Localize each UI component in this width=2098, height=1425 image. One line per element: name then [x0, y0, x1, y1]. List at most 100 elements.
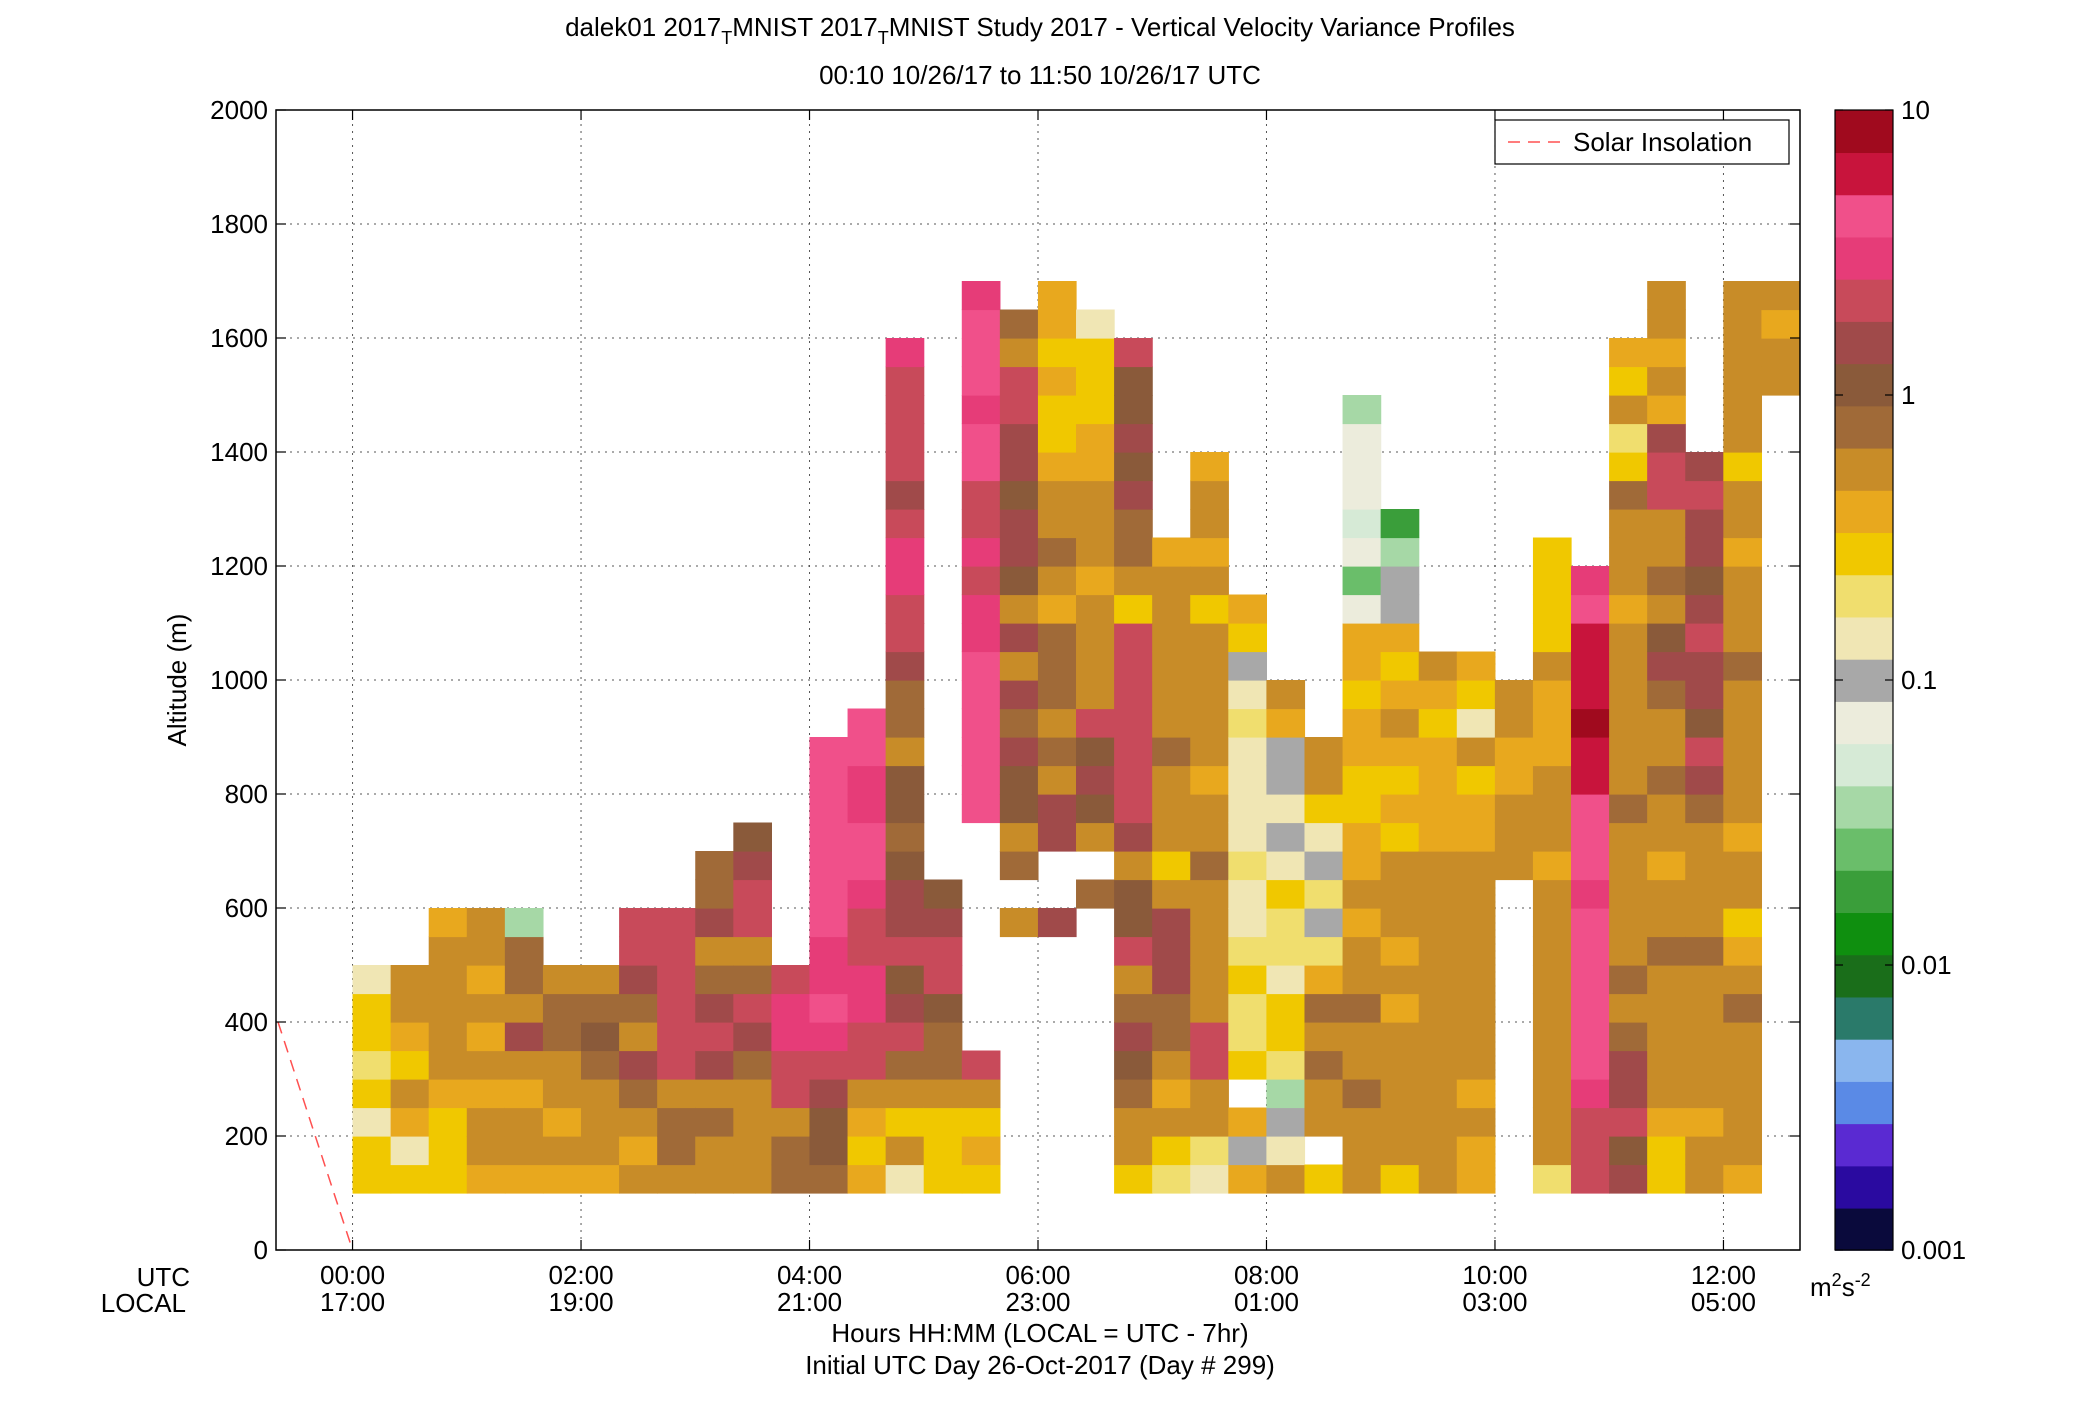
- heatmap-cell: [923, 1136, 963, 1166]
- heatmap-cell: [695, 936, 734, 966]
- heatmap-cell: [1456, 1136, 1496, 1166]
- heatmap-cell: [1076, 651, 1115, 681]
- heatmap-cell: [1076, 765, 1115, 795]
- heatmap-cell: [961, 366, 1001, 396]
- heatmap-cell: [1190, 480, 1229, 510]
- heatmap-cell: [1114, 594, 1153, 624]
- heatmap-cell: [1647, 1164, 1686, 1194]
- heatmap-cell: [695, 1050, 734, 1080]
- heatmap-cell: [1609, 765, 1648, 795]
- heatmap-cell: [428, 1164, 468, 1194]
- heatmap-cell: [1571, 1107, 1610, 1137]
- heatmap-cell: [1266, 708, 1306, 738]
- title-segment-3: MNIST Study 2017 - Vertical Velocity Var…: [889, 12, 1515, 42]
- heatmap-cell: [1647, 708, 1686, 738]
- heatmap-cell: [1304, 1107, 1344, 1137]
- heatmap-cell: [1685, 1136, 1724, 1166]
- heatmap-cell: [1685, 1164, 1724, 1194]
- heatmap-cell: [1532, 623, 1572, 653]
- heatmap-cell: [1609, 366, 1648, 396]
- heatmap-cell: [923, 936, 963, 966]
- heatmap-cell: [1342, 1136, 1382, 1166]
- heatmap-cell: [733, 965, 772, 995]
- heatmap-cell: [1152, 623, 1191, 653]
- heatmap-cell: [885, 765, 925, 795]
- heatmap-cell: [1342, 623, 1382, 653]
- heatmap-cell: [1418, 1164, 1458, 1194]
- heatmap-cell: [1304, 851, 1344, 881]
- heatmap-cell: [542, 1136, 582, 1166]
- heatmap-cell: [1609, 594, 1648, 624]
- heatmap-cell: [1266, 908, 1306, 938]
- heatmap-cell: [1076, 480, 1115, 510]
- heatmap-cell: [1456, 651, 1496, 681]
- heatmap-cell: [1152, 1022, 1191, 1052]
- heatmap-cell: [885, 936, 925, 966]
- x-tick-label-utc: 12:00: [1691, 1260, 1756, 1290]
- heatmap-cell: [695, 1136, 734, 1166]
- heatmap-cell: [619, 1107, 658, 1137]
- heatmap-cell: [1228, 965, 1267, 995]
- heatmap-cell: [1037, 452, 1077, 482]
- heatmap-cell: [733, 1050, 772, 1080]
- x-tick-label-utc: 00:00: [320, 1260, 385, 1290]
- heatmap-cell: [1609, 936, 1648, 966]
- heatmap-cell: [1685, 623, 1724, 653]
- heatmap-cell: [771, 1079, 811, 1109]
- heatmap-cell: [1571, 737, 1610, 767]
- heatmap-cell: [542, 965, 582, 995]
- heatmap-cell: [657, 1107, 696, 1137]
- heatmap-cell: [1685, 594, 1724, 624]
- heatmap-cell: [771, 1022, 811, 1052]
- heatmap-cell: [809, 851, 849, 881]
- heatmap-cell: [961, 765, 1001, 795]
- heatmap-cell: [1342, 1022, 1382, 1052]
- heatmap-cell: [1647, 765, 1686, 795]
- heatmap-cell: [1114, 822, 1153, 852]
- heatmap-cell: [809, 1079, 849, 1109]
- heatmap-cell: [1609, 851, 1648, 881]
- colorbar-segment: [1835, 1123, 1893, 1167]
- heatmap-cell: [1114, 452, 1153, 482]
- heatmap-cell: [809, 965, 849, 995]
- heatmap-cell: [466, 1022, 506, 1052]
- heatmap-cell: [847, 737, 887, 767]
- heatmap-cell: [581, 1022, 620, 1052]
- heatmap-cell: [999, 309, 1039, 339]
- heatmap-cell: [1723, 993, 1763, 1023]
- heatmap-cell: [1037, 623, 1077, 653]
- heatmap-cell: [1723, 1050, 1763, 1080]
- heatmap-cell: [1266, 965, 1306, 995]
- heatmap-cell: [771, 993, 811, 1023]
- heatmap-cell: [1723, 936, 1763, 966]
- heatmap-cell: [1761, 366, 1801, 396]
- heatmap-cell: [1609, 480, 1648, 510]
- heatmap-cell: [1723, 651, 1763, 681]
- heatmap-cell: [1114, 965, 1153, 995]
- heatmap-cell: [1723, 1079, 1763, 1109]
- heatmap-cell: [1609, 1107, 1648, 1137]
- colorbar-segment: [1835, 827, 1893, 871]
- y-tick-label: 1200: [210, 551, 268, 581]
- heatmap-cell: [390, 1136, 430, 1166]
- heatmap-cell: [733, 1107, 772, 1137]
- heatmap-cell: [961, 1050, 1001, 1080]
- heatmap-cell: [1609, 737, 1648, 767]
- heatmap-cell: [428, 965, 468, 995]
- heatmap-cell: [733, 1079, 772, 1109]
- heatmap-cell: [1037, 794, 1077, 824]
- heatmap-cell: [1190, 452, 1229, 482]
- heatmap-cell: [657, 1050, 696, 1080]
- heatmap-cell: [1152, 1079, 1191, 1109]
- heatmap-cell: [1723, 822, 1763, 852]
- heatmap-cell: [1190, 708, 1229, 738]
- heatmap-cell: [1190, 851, 1229, 881]
- heatmap-cell: [1685, 936, 1724, 966]
- heatmap-cell: [733, 936, 772, 966]
- heatmap-cell: [1342, 879, 1382, 909]
- heatmap-cell: [809, 1164, 849, 1194]
- heatmap-cell: [581, 1136, 620, 1166]
- heatmap-cell: [1532, 537, 1572, 567]
- heatmap-cell: [1228, 765, 1267, 795]
- heatmap-cell: [1532, 1079, 1572, 1109]
